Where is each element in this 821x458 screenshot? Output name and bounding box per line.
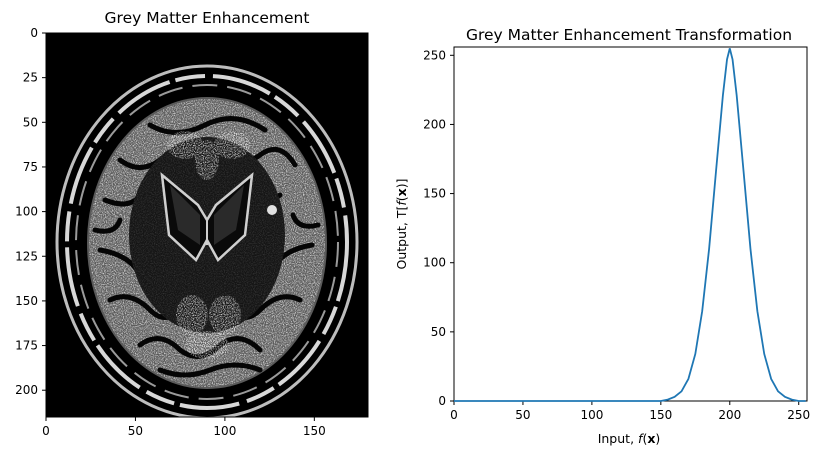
x-tick-label: 100 [580,408,603,422]
right-y-axis: 0 50 100 150 200 250 [423,48,454,408]
y-tick-label: 100 [15,205,38,219]
y-tick-label: 50 [23,115,38,129]
y-tick-label: 25 [23,71,38,85]
left-axes-frame [45,32,369,418]
x-tick-label: 0 [42,424,50,438]
x-tick-label: 50 [128,424,143,438]
x-tick-label: 150 [649,408,672,422]
right-x-axis: 0 50 100 150 200 250 [450,401,810,422]
mri-image [46,33,368,417]
left-x-axis: 0 50 100 150 [42,417,326,438]
y-tick-label: 250 [423,48,446,62]
x-axis-label: Input, f(x) [598,431,661,446]
y-tick-label: 125 [15,249,38,263]
left-title: Grey Matter Enhancement [105,9,310,27]
y-tick-label: 200 [15,383,38,397]
x-tick-label: 200 [718,408,741,422]
curve-points [453,48,806,402]
y-tick-label: 75 [23,160,38,174]
x-tick-label: 0 [450,408,458,422]
left-y-axis: 0 25 50 75 100 125 150 175 200 [15,26,46,397]
y-tick-label: 175 [15,339,38,353]
right-title: Grey Matter Enhancement Transformation [466,26,792,44]
image-panel: Grey Matter Enhancement [15,9,369,438]
y-tick-label: 0 [30,26,38,40]
line-chart-panel: Grey Matter Enhancement Transformation 0… [394,26,810,446]
x-tick-label: 100 [213,424,236,438]
y-tick-label: 50 [431,325,446,339]
y-tick-label: 150 [15,294,38,308]
x-tick-label: 150 [303,424,326,438]
y-tick-label: 150 [423,187,446,201]
transformation-curve [454,48,806,402]
x-tick-label: 250 [787,408,810,422]
right-axes-frame [453,46,808,402]
y-tick-label: 200 [423,117,446,131]
y-tick-label: 100 [423,256,446,270]
x-tick-label: 50 [515,408,530,422]
y-tick-label: 0 [438,394,446,408]
y-axis-label: Output, T[f(x)] [394,178,409,269]
